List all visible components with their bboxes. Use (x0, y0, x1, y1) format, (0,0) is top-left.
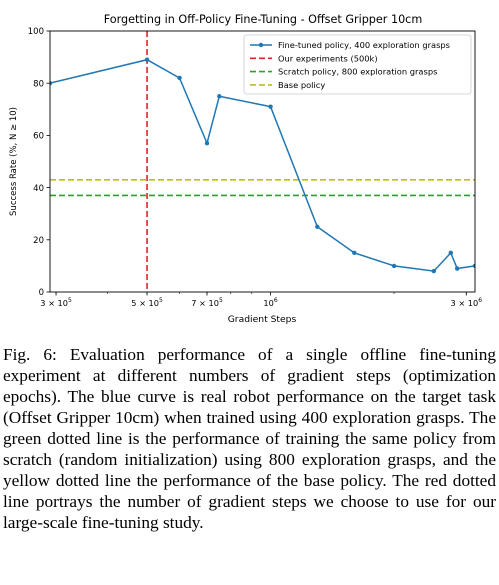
line-chart: Forgetting in Off-Policy Fine-Tuning - O… (9, 13, 482, 325)
y-tick-label: 40 (33, 184, 44, 194)
y-tick-label: 80 (33, 79, 44, 89)
x-tick-label: 106 (263, 297, 277, 308)
data-point (204, 141, 210, 146)
data-point (454, 266, 460, 271)
y-tick-label: 100 (28, 27, 44, 37)
x-axis-label: Gradient Steps (228, 314, 297, 325)
legend-label: Our experiments (500k) (278, 53, 378, 63)
data-point (315, 224, 320, 229)
y-tick-label: 60 (33, 132, 44, 142)
legend-label: Base policy (278, 80, 325, 90)
x-tick-label: 5 × 105 (131, 297, 163, 308)
x-tick-label: 3 × 105 (40, 297, 72, 308)
legend-label: Fine-tuned policy, 400 exploration grasp… (278, 40, 450, 50)
data-point (144, 57, 150, 62)
data-point (431, 268, 437, 274)
data-point (268, 104, 273, 109)
legend-box (243, 34, 472, 95)
legend: Fine-tuned policy, 400 exploration grasp… (243, 34, 472, 95)
y-tick-label: 20 (33, 236, 44, 246)
x-tick-label: 7 × 105 (191, 297, 223, 308)
y-axis-label: Success Rate (%, N ≥ 10) (9, 107, 19, 216)
legend-label: Scratch policy, 800 exploration grasps (278, 67, 437, 77)
chart-title: Forgetting in Off-Policy Fine-Tuning - O… (104, 13, 422, 26)
data-point (391, 263, 397, 269)
data-point (352, 250, 357, 256)
data-point (472, 263, 475, 269)
series-group (50, 57, 475, 274)
plot-area (50, 31, 475, 292)
data-point (217, 94, 222, 99)
figure-caption: Fig. 6: Evaluation performance of a sing… (3, 345, 496, 532)
data-point (448, 250, 454, 256)
data-point (177, 75, 182, 81)
axes: 0 20 40 60 80 100 3 × 105 5 × 105 7 × 105 106 3 × … (28, 27, 482, 308)
legend-marker (258, 42, 264, 48)
y-tick-label: 0 (39, 288, 44, 298)
data-point (50, 81, 53, 86)
plot-frame (49, 30, 476, 293)
x-tick-label: 3 × 106 (451, 297, 483, 308)
